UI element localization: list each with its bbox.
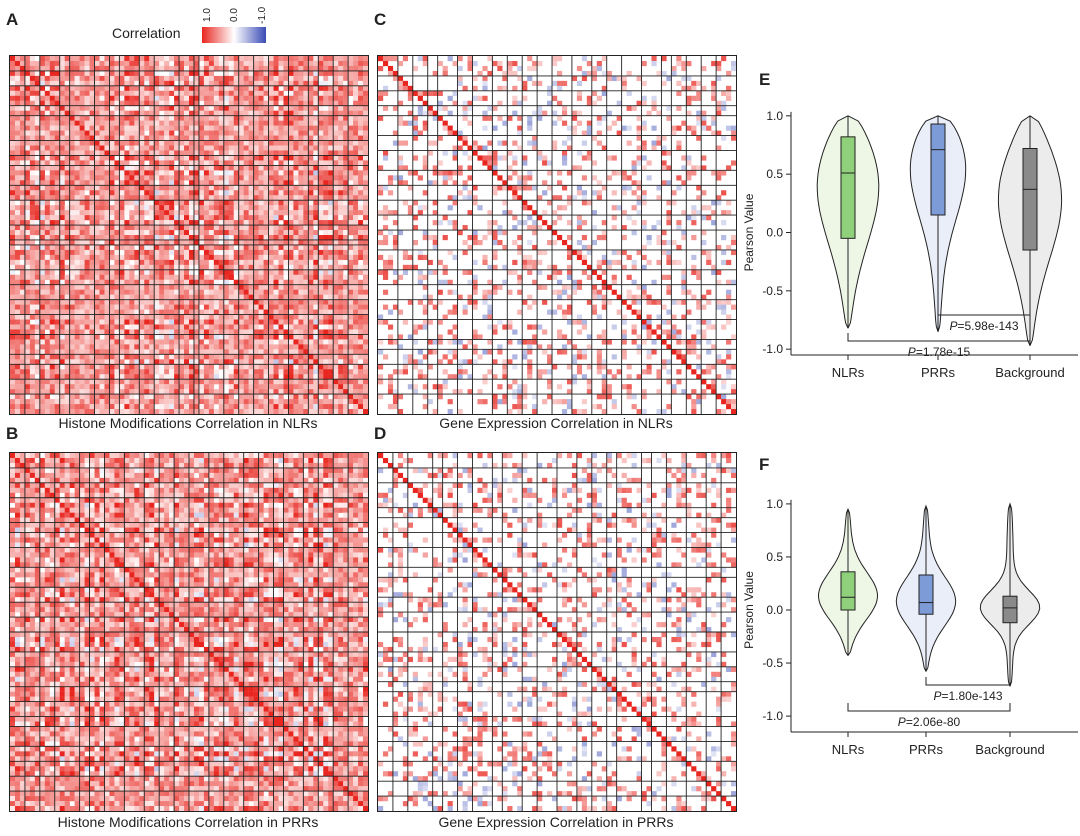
heatmap-a-canvas bbox=[10, 56, 368, 414]
y-tick-label: 0.0 bbox=[766, 603, 783, 617]
violin-chart-e: 1.0 0.5 0.0 -0.5 -1.0 Pearson Value NLRs PRRs Ba… bbox=[742, 109, 1078, 380]
violin-chart-f: 1.0 0.5 0.0 -0.5 -1.0 Pearson Value NLRs PRRs Ba… bbox=[742, 497, 1078, 757]
y-tick-label: 1.0 bbox=[766, 109, 783, 123]
caption-d: Gene Expression Correlation in PRRs bbox=[438, 814, 674, 830]
heatmap-c-canvas bbox=[378, 56, 736, 414]
heatmap-b-canvas bbox=[10, 453, 368, 811]
box-prrs bbox=[918, 574, 934, 615]
legend-title: Correlation bbox=[112, 25, 181, 41]
significance-bracket-2: P=2.06e-80 bbox=[847, 703, 1011, 729]
y-tick-label: 0.5 bbox=[766, 550, 783, 564]
caption-b: Histone Modifications Correlation in PRR… bbox=[57, 814, 319, 830]
p-value-label: P=1.80e-143 bbox=[933, 689, 1002, 703]
significance-bracket-1: P=5.98e-143 bbox=[937, 307, 1031, 333]
y-tick-label: 1.0 bbox=[766, 497, 783, 511]
p-value-label: P=2.06e-80 bbox=[898, 715, 961, 729]
y-tick-label: -0.5 bbox=[762, 656, 783, 670]
heatmap-c bbox=[377, 55, 737, 415]
y-axis-label: Pearson Value bbox=[742, 193, 756, 271]
heatmap-d-canvas bbox=[378, 453, 736, 811]
x-tick-label: PRRs bbox=[909, 742, 943, 757]
box-prrs bbox=[930, 123, 946, 216]
y-tick-label: 0.0 bbox=[766, 226, 783, 240]
legend-tick-zero: 0.0 bbox=[229, 8, 240, 22]
caption-c: Gene Expression Correlation in NLRs bbox=[439, 415, 673, 431]
y-tick-label: 0.5 bbox=[766, 167, 783, 181]
heatmap-a bbox=[9, 55, 369, 415]
box-background bbox=[1022, 148, 1038, 251]
significance-bracket-1: P=1.80e-143 bbox=[925, 677, 1011, 703]
x-tick-label: NLRs bbox=[832, 742, 865, 757]
panel-letter-d: D bbox=[374, 424, 387, 443]
box-background bbox=[1002, 595, 1018, 624]
panel-letter-f: F bbox=[759, 455, 770, 474]
y-axis-label: Pearson Value bbox=[742, 571, 756, 649]
x-tick-label: PRRs bbox=[921, 365, 955, 380]
box-nlrs bbox=[840, 136, 856, 239]
x-tick-label: NLRs bbox=[832, 365, 865, 380]
heatmap-b bbox=[9, 452, 369, 812]
y-tick-label: -1.0 bbox=[762, 342, 783, 356]
legend-tick-neg: -1.0 bbox=[257, 6, 268, 24]
box-nlrs bbox=[840, 571, 856, 611]
panel-letter-a: A bbox=[6, 10, 19, 29]
legend-colorbar bbox=[202, 27, 266, 43]
panel-letter-e: E bbox=[759, 70, 771, 89]
heatmap-d bbox=[377, 452, 737, 812]
y-tick-label: -1.0 bbox=[762, 709, 783, 723]
significance-bracket-2: P=1.78e-15 bbox=[847, 333, 1031, 359]
legend-tick-pos: 1.0 bbox=[202, 8, 213, 22]
panel-letter-c: C bbox=[374, 10, 387, 29]
x-tick-label: Background bbox=[975, 742, 1044, 757]
x-tick-label: Background bbox=[995, 365, 1064, 380]
p-value-label: P=5.98e-143 bbox=[949, 319, 1018, 333]
p-value-label: P=1.78e-15 bbox=[908, 345, 971, 359]
y-tick-label: -0.5 bbox=[762, 284, 783, 298]
panel-letter-b: B bbox=[6, 424, 19, 443]
caption-a: Histone Modifications Correlation in NLR… bbox=[58, 415, 318, 431]
